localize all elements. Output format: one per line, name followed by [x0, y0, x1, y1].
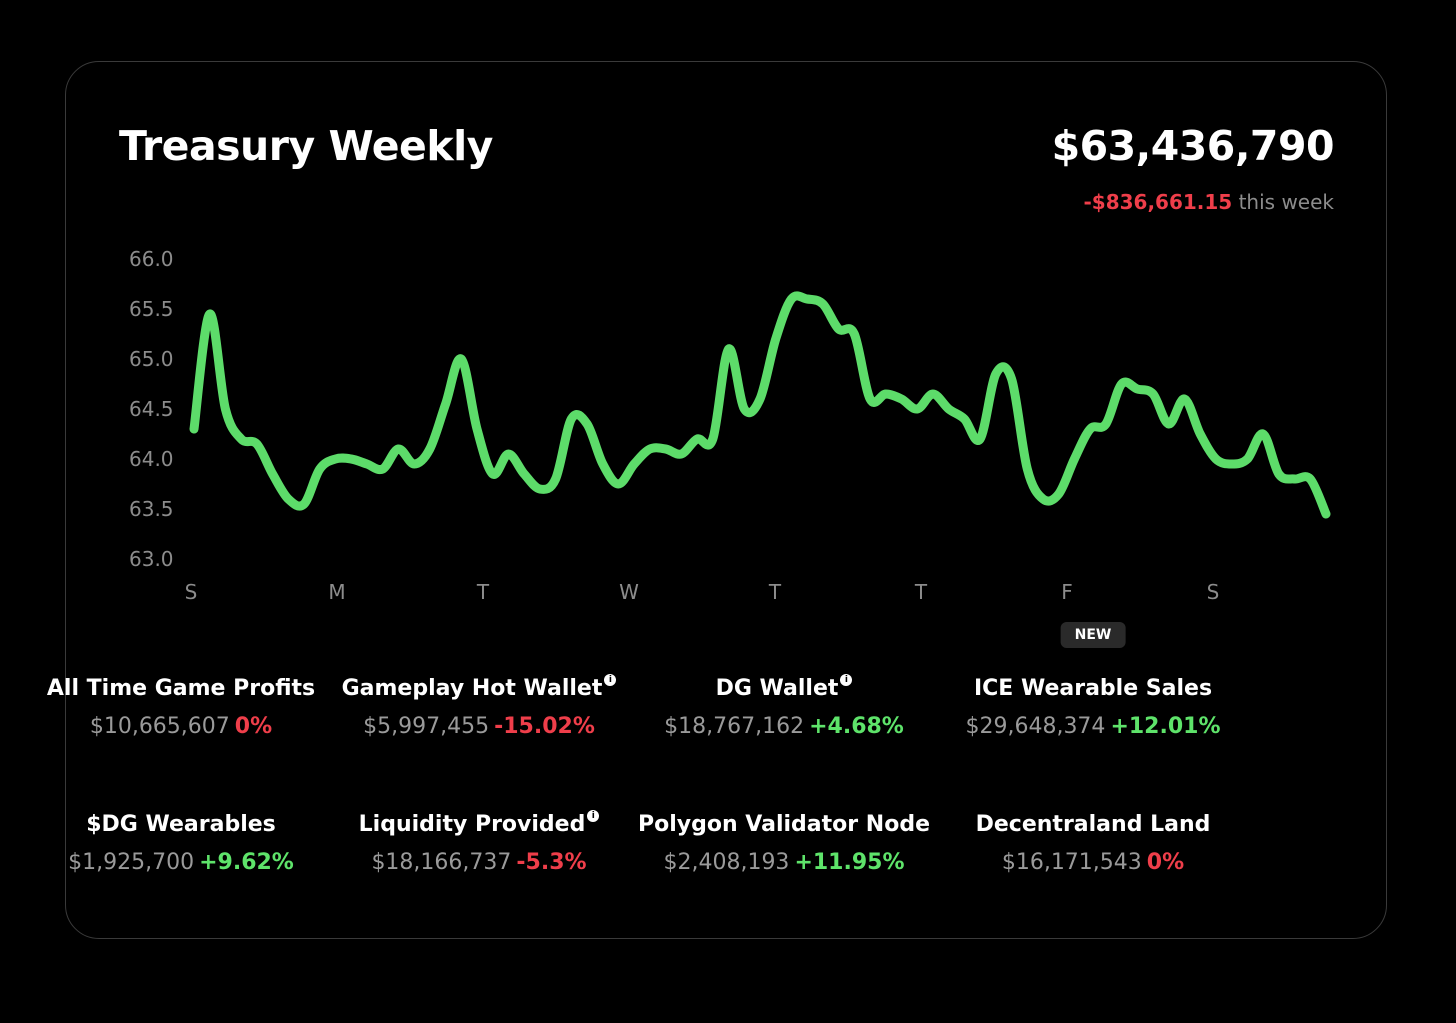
stat-label: Decentraland Land: [943, 810, 1243, 840]
stat-label: Gameplay Hot Wallet i: [329, 674, 629, 704]
stat-value: $2,408,193 +11.95%: [634, 848, 934, 878]
y-tick-label: 64.5: [129, 397, 174, 421]
stat-change: -5.3%: [516, 850, 587, 875]
y-tick-label: 63.0: [129, 547, 174, 571]
info-icon[interactable]: i: [587, 810, 600, 822]
stat-amount: $29,648,374: [965, 714, 1106, 739]
stat-value: $29,648,374 +12.01%: [943, 712, 1243, 742]
stat-item: Polygon Validator Node $2,408,193 +11.95%: [634, 810, 934, 878]
stat-value: $18,767,162 +4.68%: [634, 712, 934, 742]
info-icon[interactable]: i: [604, 674, 617, 686]
stat-change: +12.01%: [1110, 714, 1221, 739]
x-tick-label: M: [328, 580, 345, 604]
stat-label-text: $DG Wearables: [86, 812, 276, 837]
stat-value: $18,166,737 -5.3%: [329, 848, 629, 878]
stat-amount: $1,925,700: [68, 850, 195, 875]
stat-value: $5,997,455 -15.02%: [329, 712, 629, 742]
weekly-change-suffix: this week: [1238, 190, 1334, 214]
stat-change: +4.68%: [809, 714, 904, 739]
stat-item: Gameplay Hot Wallet i $5,997,455 -15.02%: [329, 674, 629, 742]
stat-change: +11.95%: [794, 850, 905, 875]
stat-item: Decentraland Land $16,171,543 0%: [943, 810, 1243, 878]
x-tick-label: S: [1207, 580, 1220, 604]
stat-label-text: Decentraland Land: [975, 812, 1211, 837]
stat-amount: $18,767,162: [664, 714, 805, 739]
stat-change: 0%: [234, 714, 273, 739]
stat-label: $DG Wearables: [31, 810, 331, 840]
stat-label-text: Gameplay Hot Wallet: [341, 676, 603, 701]
treasury-card: Treasury Weekly $63,436,790 -$836,661.15…: [47, 61, 1387, 939]
y-tick-label: 65.5: [129, 297, 174, 321]
treasury-line-chart: 66.0 65.5 65.0 64.5 64.0 63.5 63.0 S M T W T T F S: [129, 247, 1331, 604]
stat-label-text: ICE Wearable Sales: [973, 676, 1213, 701]
weekly-change-amount: -$836,661.15: [1083, 190, 1233, 214]
stat-item: DG Wallet i $18,767,162 +4.68%: [634, 674, 934, 742]
new-badge: NEW: [1060, 622, 1126, 648]
page-title: Treasury Weekly: [119, 122, 493, 170]
series-line: [189, 291, 1331, 519]
stat-value: $1,925,700 +9.62%: [31, 848, 331, 878]
stat-item: Liquidity Provided i $18,166,737 -5.3%: [329, 810, 629, 878]
treasury-total: $63,436,790: [1051, 122, 1335, 170]
x-tick-label: T: [768, 580, 782, 604]
y-tick-label: 65.0: [129, 347, 174, 371]
stat-label: DG Wallet i: [634, 674, 934, 704]
info-icon[interactable]: i: [840, 674, 853, 686]
stat-value: $10,665,607 0%: [31, 712, 331, 742]
x-tick-label: W: [619, 580, 639, 604]
y-axis: 66.0 65.5 65.0 64.5 64.0 63.5 63.0: [129, 247, 174, 571]
y-tick-label: 64.0: [129, 447, 174, 471]
x-tick-label: F: [1061, 580, 1073, 604]
stat-change: -15.02%: [494, 714, 595, 739]
stat-label: Polygon Validator Node: [634, 810, 934, 840]
weekly-change: -$836,661.15 this week: [1083, 188, 1334, 216]
x-tick-label: T: [476, 580, 490, 604]
stat-amount: $2,408,193: [663, 850, 790, 875]
stat-label: ICE Wearable Sales: [943, 674, 1243, 704]
stat-label: All Time Game Profits: [31, 674, 331, 704]
stat-amount: $18,166,737: [371, 850, 512, 875]
stat-label-text: Polygon Validator Node: [638, 812, 930, 837]
stat-amount: $10,665,607: [89, 714, 230, 739]
stat-label-text: Liquidity Provided: [358, 812, 586, 837]
stat-change: +9.62%: [199, 850, 294, 875]
stat-change: 0%: [1146, 850, 1185, 875]
y-tick-label: 63.5: [129, 497, 174, 521]
x-tick-label: S: [185, 580, 198, 604]
stat-amount: $16,171,543: [1001, 850, 1142, 875]
stat-value: $16,171,543 0%: [943, 848, 1243, 878]
stats-grid: All Time Game Profits $10,665,607 0% Gamepl…: [47, 622, 1306, 894]
stat-label-text: All Time Game Profits: [46, 676, 316, 701]
stat-item: All Time Game Profits $10,665,607 0%: [31, 674, 331, 742]
stat-item: $DG Wearables $1,925,700 +9.62%: [31, 810, 331, 878]
stat-item: NEW ICE Wearable Sales $29,648,374 +12.01%: [943, 622, 1243, 742]
stat-label: Liquidity Provided i: [329, 810, 629, 840]
stat-amount: $5,997,455: [363, 714, 490, 739]
stat-label-text: DG Wallet: [715, 676, 839, 701]
y-tick-label: 66.0: [129, 247, 174, 271]
x-tick-label: T: [914, 580, 928, 604]
